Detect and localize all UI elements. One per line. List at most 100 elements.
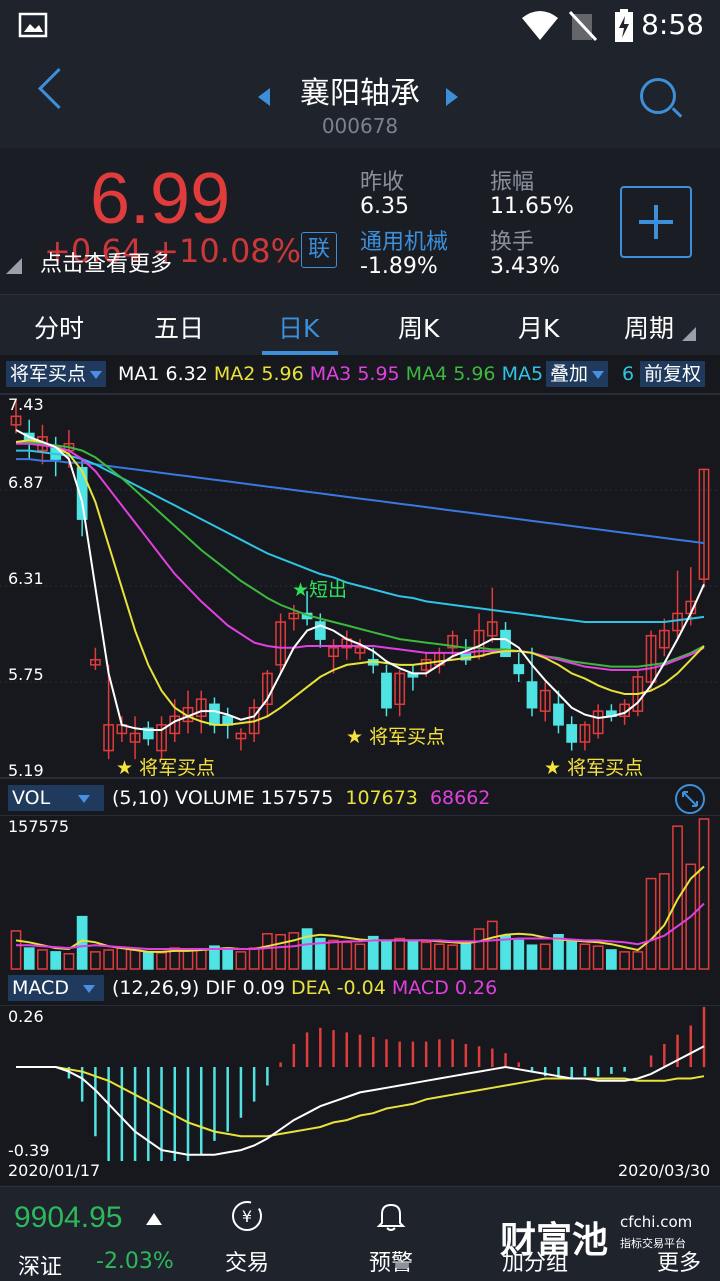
tab-weekly-k[interactable]: 周K xyxy=(398,314,440,343)
candle xyxy=(513,664,525,675)
overlay-dropdown[interactable]: 叠加 xyxy=(546,361,609,387)
volume-bar xyxy=(23,947,35,970)
ma4-value: 5.96 xyxy=(453,363,496,385)
volume-bar xyxy=(129,949,141,970)
candle xyxy=(195,698,207,718)
candle xyxy=(209,703,220,726)
volume-bar xyxy=(288,932,300,970)
macd-value: 0.26 xyxy=(454,977,498,999)
index-name: 深证 xyxy=(18,1255,63,1280)
volume-bar xyxy=(394,937,406,970)
adjust-dropdown[interactable]: 前复权 xyxy=(640,361,706,387)
volume-bar xyxy=(90,951,101,970)
volume-bar xyxy=(195,948,207,970)
active-tab-indicator xyxy=(262,351,338,355)
ma1-value: 6.32 xyxy=(165,363,208,385)
candle xyxy=(658,629,670,649)
linked-button[interactable]: 联 xyxy=(301,232,337,268)
corner-triangle-icon xyxy=(6,258,22,274)
candle xyxy=(592,710,604,735)
indicator-dropdown[interactable]: 将军买点 xyxy=(6,361,107,387)
expand-up-icon[interactable] xyxy=(146,1213,162,1225)
buy-signal: ★ 将军买点 xyxy=(346,726,446,748)
vol-dropdown[interactable]: VOL xyxy=(8,785,104,811)
volume-bar xyxy=(116,947,128,970)
prev-stock-icon[interactable] xyxy=(258,88,270,106)
candle xyxy=(447,634,458,649)
tab-period[interactable]: 周期 xyxy=(624,314,675,343)
vol-params: (5,10) VOLUME xyxy=(112,787,255,809)
tab-intraday[interactable]: 分时 xyxy=(34,314,85,343)
macd-bottom-tick: -0.39 xyxy=(8,1141,50,1160)
chevron-down-icon xyxy=(82,984,95,993)
vol-max-tick: 157575 xyxy=(8,817,70,836)
candle xyxy=(90,658,101,666)
nav-trade[interactable]: ¥ 交易 xyxy=(202,1193,292,1279)
macd-chart[interactable] xyxy=(0,1005,720,1161)
volume-bar xyxy=(407,939,419,970)
candle xyxy=(526,681,538,709)
dif-value: 0.09 xyxy=(242,977,285,999)
tab-five-day[interactable]: 五日 xyxy=(154,314,205,343)
buy-signal: ★ 将军买点 xyxy=(116,757,216,779)
brand-name: 财富池 xyxy=(500,1220,609,1261)
volume-bar xyxy=(354,943,366,970)
brand-watermark: 财富池 cfchi.com 指标交易平台 xyxy=(500,1207,710,1261)
volume-chart[interactable] xyxy=(0,815,720,971)
short-out-signal: ★短出 xyxy=(292,579,348,601)
clock: 8:58 xyxy=(641,8,704,41)
nav-add-group[interactable]: 加分组 xyxy=(501,1251,568,1276)
tab-daily-k[interactable]: 日K xyxy=(278,314,320,343)
indicator-dropdown-label: 将军买点 xyxy=(10,363,87,385)
vol-ma5-line xyxy=(15,865,705,953)
next-stock-icon[interactable] xyxy=(446,88,458,106)
volume-bar xyxy=(434,943,445,970)
candle xyxy=(553,703,564,726)
vol-legend: (5,10) VOLUME 157575 107673 68662 xyxy=(112,787,490,809)
svg-text:¥: ¥ xyxy=(242,1207,252,1226)
volume-bar xyxy=(698,818,710,970)
macd-dropdown[interactable]: MACD xyxy=(8,975,104,1001)
volume-bar xyxy=(328,939,339,970)
ma3-label: MA3 xyxy=(309,363,352,385)
macd-label: MACD xyxy=(391,977,449,999)
macd-params: (12,26,9) DIF xyxy=(112,977,237,999)
sector-link[interactable]: 通用机械 xyxy=(360,230,449,255)
ma1-label: MA1 xyxy=(118,363,160,385)
sector-change: -1.89% xyxy=(360,254,438,279)
volume-bar xyxy=(460,943,472,970)
tab-monthly-k[interactable]: 月K xyxy=(518,314,560,343)
volume-bar xyxy=(473,928,485,970)
volume-bar xyxy=(367,935,379,970)
ma4-label: MA4 xyxy=(405,363,448,385)
quote-panel: 6.99 +0.64 +10.08% 点击查看更多 联 昨收 6.35 通用机械… xyxy=(0,148,720,293)
volume-bar xyxy=(37,949,48,970)
vol-ma5: 107673 xyxy=(345,787,418,809)
price-tick: 6.31 xyxy=(8,569,44,588)
volume-bar xyxy=(566,939,578,970)
bell-icon xyxy=(376,1203,406,1231)
candle xyxy=(698,468,710,580)
trade-icon: ¥ xyxy=(232,1201,262,1231)
buy-signal: ★ 将军买点 xyxy=(544,757,644,779)
search-icon[interactable] xyxy=(640,78,676,114)
index-value[interactable]: 9904.95 xyxy=(14,1201,123,1234)
candle xyxy=(420,658,432,671)
nav-more[interactable]: 更多 xyxy=(656,1251,701,1276)
kline-chart[interactable] xyxy=(0,393,720,779)
add-watchlist-button[interactable] xyxy=(620,186,692,258)
gallery-icon xyxy=(18,12,48,38)
candle xyxy=(275,621,286,666)
candle xyxy=(645,634,657,683)
view-more-link[interactable]: 点击查看更多 xyxy=(40,252,173,277)
volume-bar xyxy=(553,933,564,970)
dea-value: -0.04 xyxy=(336,977,386,999)
dea-line xyxy=(16,1066,705,1138)
nav-alert[interactable]: 预警 xyxy=(346,1193,436,1279)
candle xyxy=(103,724,114,752)
expand-icon[interactable] xyxy=(674,783,706,815)
vol-ma10: 68662 xyxy=(429,787,491,809)
dea-label: DEA xyxy=(290,977,331,999)
price-tick: 7.43 xyxy=(8,395,44,414)
ma4-line xyxy=(16,441,705,668)
